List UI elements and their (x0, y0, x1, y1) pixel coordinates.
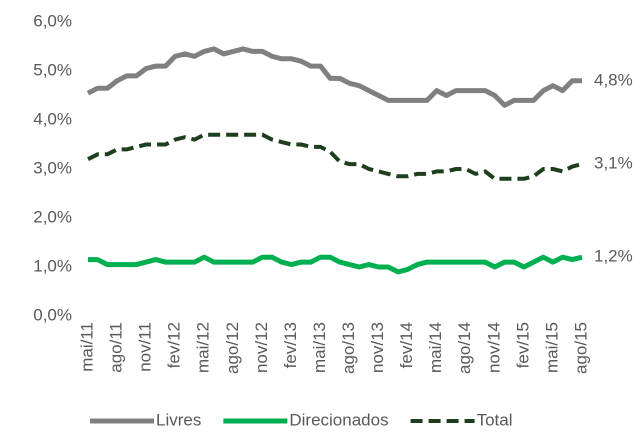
x-tick-label: mai/12 (194, 322, 213, 373)
legend-label: Total (477, 410, 513, 429)
x-tick-label: ago/11 (107, 322, 126, 373)
x-tick-label: ago/14 (455, 322, 474, 374)
y-tick-label: 2,0% (33, 207, 72, 226)
x-tick-label: fev/14 (397, 322, 416, 368)
y-tick-label: 4,0% (33, 109, 72, 128)
series-line (87, 132, 583, 181)
y-tick-label: 0,0% (33, 305, 72, 324)
legend-label: Livres (156, 410, 201, 429)
x-tick-label: mai/15 (542, 322, 561, 373)
x-tick-label: mai/14 (426, 322, 445, 373)
x-tick-label: fev/12 (165, 322, 184, 368)
series-line (86, 46, 582, 108)
series-line (88, 254, 583, 275)
x-tick-label: ago/15 (571, 322, 590, 374)
y-tick-label: 6,0% (33, 11, 72, 30)
data-label: 4,8% (594, 70, 633, 89)
y-tick-label: 3,0% (33, 158, 72, 177)
x-tick-label: nov/11 (136, 322, 155, 372)
legend-label: Direcionados (289, 410, 388, 429)
legend: Livres Direcionados Total (90, 410, 513, 429)
data-label: 1,2% (594, 247, 633, 266)
x-tick-label: ago/13 (339, 322, 358, 374)
x-tick-label: nov/12 (252, 322, 271, 373)
x-tick-label: nov/14 (484, 322, 503, 373)
x-tick-label: mai/13 (310, 322, 329, 373)
x-tick-label: ago/12 (223, 322, 242, 374)
y-tick-label: 1,0% (33, 256, 72, 275)
data-label: 3,1% (594, 154, 633, 173)
x-tick-label: fev/15 (513, 322, 532, 368)
x-tick-label: fev/13 (281, 322, 300, 368)
x-tick-label: nov/13 (368, 322, 387, 373)
y-tick-label: 5,0% (33, 60, 72, 79)
x-tick-label: mai/11 (77, 322, 96, 372)
